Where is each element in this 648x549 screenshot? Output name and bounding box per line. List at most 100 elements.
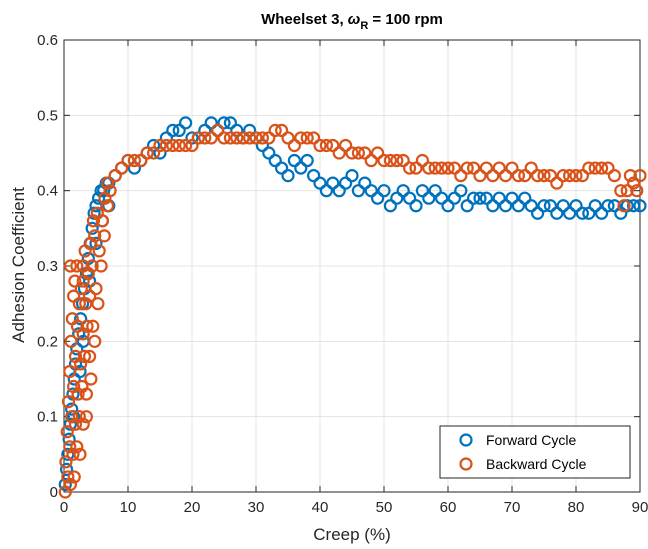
data-point [68,417,83,431]
data-point [358,146,372,160]
x-tick-label: 70 [504,499,521,516]
data-point [84,236,98,250]
data-point [62,432,76,446]
data-point [114,161,129,175]
data-point [262,146,276,160]
data-point [61,395,76,409]
data-point [191,131,205,145]
legend-label: Backward Cycle [486,456,587,472]
data-point [582,161,596,175]
data-point [601,161,615,175]
data-point [230,123,244,137]
data-point [454,184,468,198]
data-point [371,191,385,205]
data-point [623,169,638,183]
data-point [147,146,161,160]
data-point [543,199,558,213]
data-point [377,153,391,168]
data-point [441,161,455,175]
data-point [396,153,410,168]
data-point [92,244,106,258]
data-point [268,123,282,137]
data-point [454,169,468,183]
data-point [134,153,148,168]
data-point [63,259,78,273]
data-point [575,206,590,220]
axis-ticks: 0 10 20 30 40 50 60 70 80 90 0 0.1 0.2 0.3 0.4 0.5 0.6 [37,32,648,516]
data-point [236,131,250,145]
data-point [281,169,295,183]
data-point [72,297,86,311]
data-point [59,462,74,476]
data-point [100,176,115,190]
data-point [390,153,404,168]
data-point [65,410,79,424]
data-point [562,169,577,183]
data-point [91,297,105,311]
data-point [79,410,94,424]
data-point [460,199,474,213]
data-point [63,417,78,431]
data-point [294,131,308,145]
data-point [467,161,481,175]
data-point [64,334,78,348]
data-point [492,161,506,175]
data-point [68,274,82,288]
data-point [569,169,583,183]
data-point [441,199,455,213]
data-point [626,176,641,190]
data-point [217,131,231,145]
data-point [80,319,94,333]
data-point [345,169,359,183]
data-point [594,206,609,220]
data-point [403,161,417,175]
data-point [63,440,77,454]
data-point [479,161,493,175]
data-point [428,184,442,198]
grid-lines [64,40,640,492]
data-point [326,176,340,190]
data-point [313,138,327,153]
data-point [59,455,73,469]
data-point [255,138,269,153]
data-point [319,138,333,153]
data-point [351,184,365,198]
data-point [630,184,644,198]
data-point [556,199,570,213]
data-point [217,116,231,130]
title-symbol: ω [348,11,361,28]
data-point [339,138,353,153]
data-point [569,199,583,213]
data-point [185,138,199,153]
data-point [255,131,269,145]
y-tick-label: 0.2 [37,333,58,350]
data-point [61,447,75,461]
data-point [582,206,596,220]
chart-title: Wheelset 3, ωR = 100 rpm [261,11,443,32]
data-point [403,191,417,205]
data-point [518,191,532,205]
data-point [108,169,122,183]
y-tick-label: 0.6 [37,32,58,49]
data-point [63,364,77,379]
data-point [153,138,167,153]
data-point [524,161,538,175]
data-point [204,131,218,145]
data-point [371,146,385,160]
data-point [447,161,461,175]
data-point [435,161,449,175]
data-point [383,199,397,213]
data-point [460,161,474,175]
data-point [89,282,103,296]
data-point [179,116,193,130]
data-point [287,138,301,153]
data-point [103,184,117,198]
data-point [505,161,519,175]
data-point [88,229,102,243]
x-tick-label: 50 [376,499,393,516]
data-point [486,169,500,183]
data-point [422,191,436,205]
legend: Forward Cycle Backward Cycle [439,425,631,479]
data-point [415,153,429,168]
